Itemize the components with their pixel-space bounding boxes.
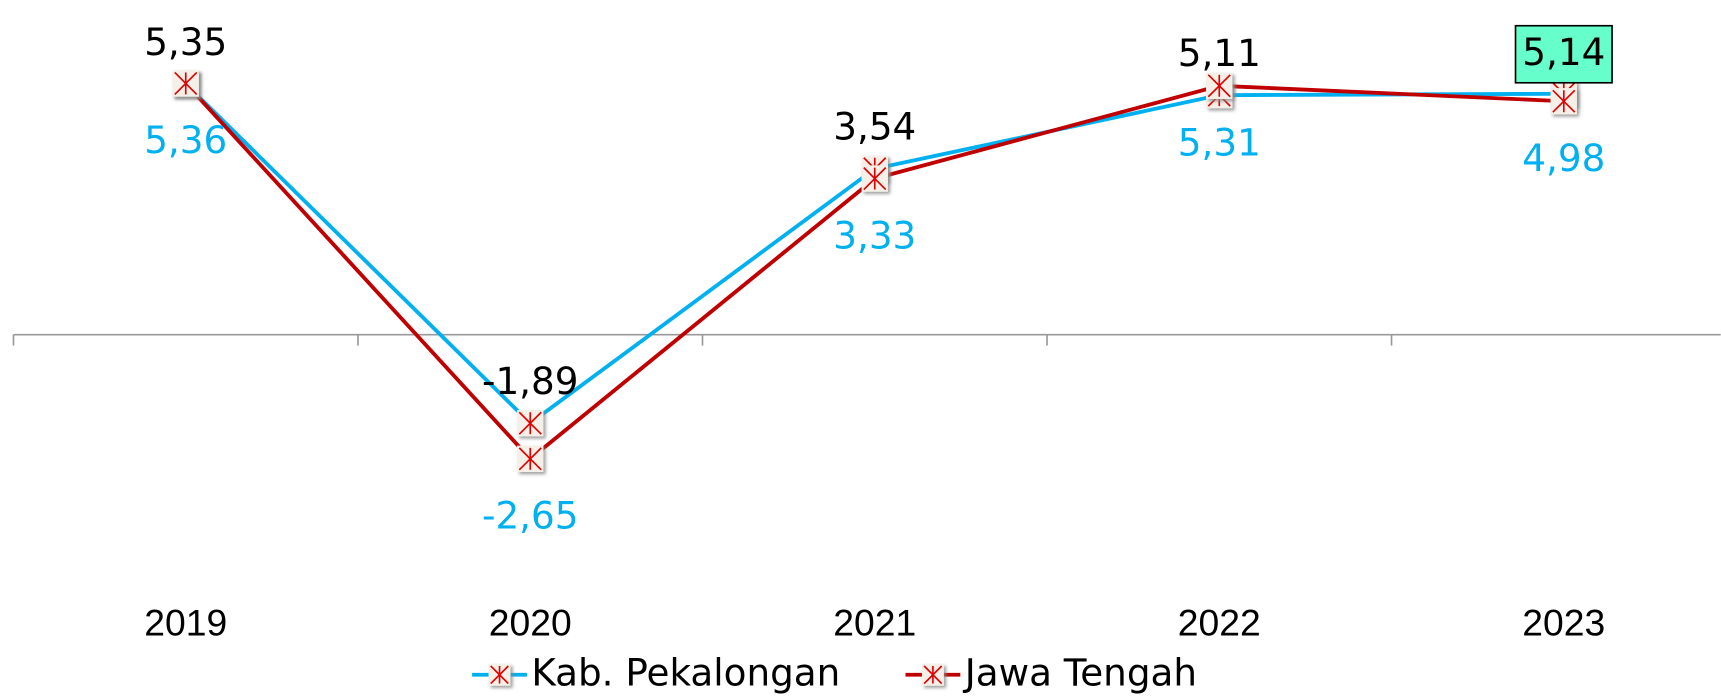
data-label: 3,54 bbox=[833, 105, 916, 149]
legend-label: Kab. Pekalongan bbox=[531, 650, 840, 694]
data-label: 5,36 bbox=[144, 118, 227, 162]
marker bbox=[517, 410, 544, 437]
x-tick-label: 2021 bbox=[833, 601, 916, 643]
data-label: 5,14 bbox=[1522, 30, 1605, 74]
label-highlight bbox=[1514, 24, 1613, 84]
x-tick-label: 2020 bbox=[489, 601, 572, 643]
marker bbox=[921, 663, 944, 686]
legend-item: Kab. Pekalongan bbox=[472, 650, 840, 694]
marker bbox=[861, 165, 888, 192]
marker bbox=[488, 663, 511, 686]
legend-item: Jawa Tengah bbox=[905, 650, 1197, 694]
x-tick-label: 2023 bbox=[1522, 601, 1605, 643]
x-tick-label: 2022 bbox=[1178, 601, 1261, 643]
data-label: 4,98 bbox=[1522, 136, 1605, 180]
marker bbox=[517, 445, 544, 472]
legend-label: Jawa Tengah bbox=[963, 650, 1197, 694]
marker bbox=[1550, 88, 1577, 115]
data-label: 3,33 bbox=[833, 213, 916, 257]
data-label: 5,11 bbox=[1178, 31, 1261, 75]
data-label: 5,35 bbox=[144, 20, 227, 64]
x-tick-label: 2019 bbox=[144, 601, 227, 643]
data-label: -1,89 bbox=[482, 359, 579, 403]
data-label: -2,65 bbox=[482, 494, 579, 538]
marker bbox=[1206, 72, 1233, 99]
marker bbox=[172, 70, 199, 97]
data-label: 5,31 bbox=[1178, 121, 1261, 165]
